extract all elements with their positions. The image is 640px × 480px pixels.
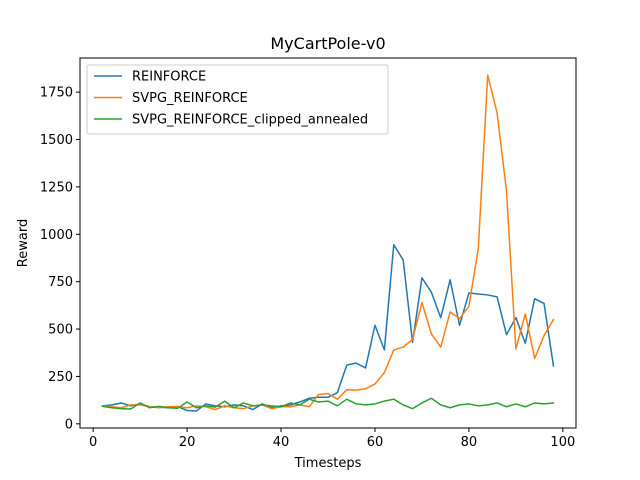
legend-label-0: REINFORCE (132, 70, 206, 85)
x-tick-label: 20 (179, 435, 196, 450)
y-tick-label: 750 (48, 275, 73, 290)
y-tick-label: 0 (65, 417, 73, 432)
legend-label-1: SVPG_REINFORCE (132, 91, 248, 106)
y-tick-label: 500 (48, 323, 73, 338)
y-tick-label: 250 (48, 370, 73, 385)
y-tick-label: 1750 (40, 86, 73, 101)
plot-frame (79, 57, 577, 429)
legend-label-2: SVPG_REINFORCE_clipped_annealed (132, 113, 368, 128)
series-line-2 (101, 397, 555, 410)
series-line-1 (101, 74, 555, 411)
x-tick-label: 0 (89, 435, 97, 450)
x-tick-label: 60 (367, 435, 384, 450)
x-tick-label: 40 (273, 435, 290, 450)
y-tick-label: 1250 (40, 180, 73, 195)
y-tick-label: 1500 (40, 133, 73, 148)
x-tick-label: 100 (550, 435, 575, 450)
legend-box (86, 64, 389, 135)
y-tick-label: 1000 (40, 228, 73, 243)
x-tick-label: 80 (461, 435, 478, 450)
y-axis: 0 250 500 750 1000 1250 1500 1750 (40, 86, 80, 432)
legend: REINFORCE SVPG_REINFORCE SVPG_REINFORCE_cl… (86, 64, 389, 135)
chart-title: MyCartPole-v0 (270, 34, 385, 53)
plot-series-group (101, 74, 555, 412)
x-axis-title: Timesteps (294, 456, 362, 471)
y-axis-title: Reward (16, 219, 31, 267)
x-axis: 0 20 40 60 80 100 (89, 428, 575, 450)
